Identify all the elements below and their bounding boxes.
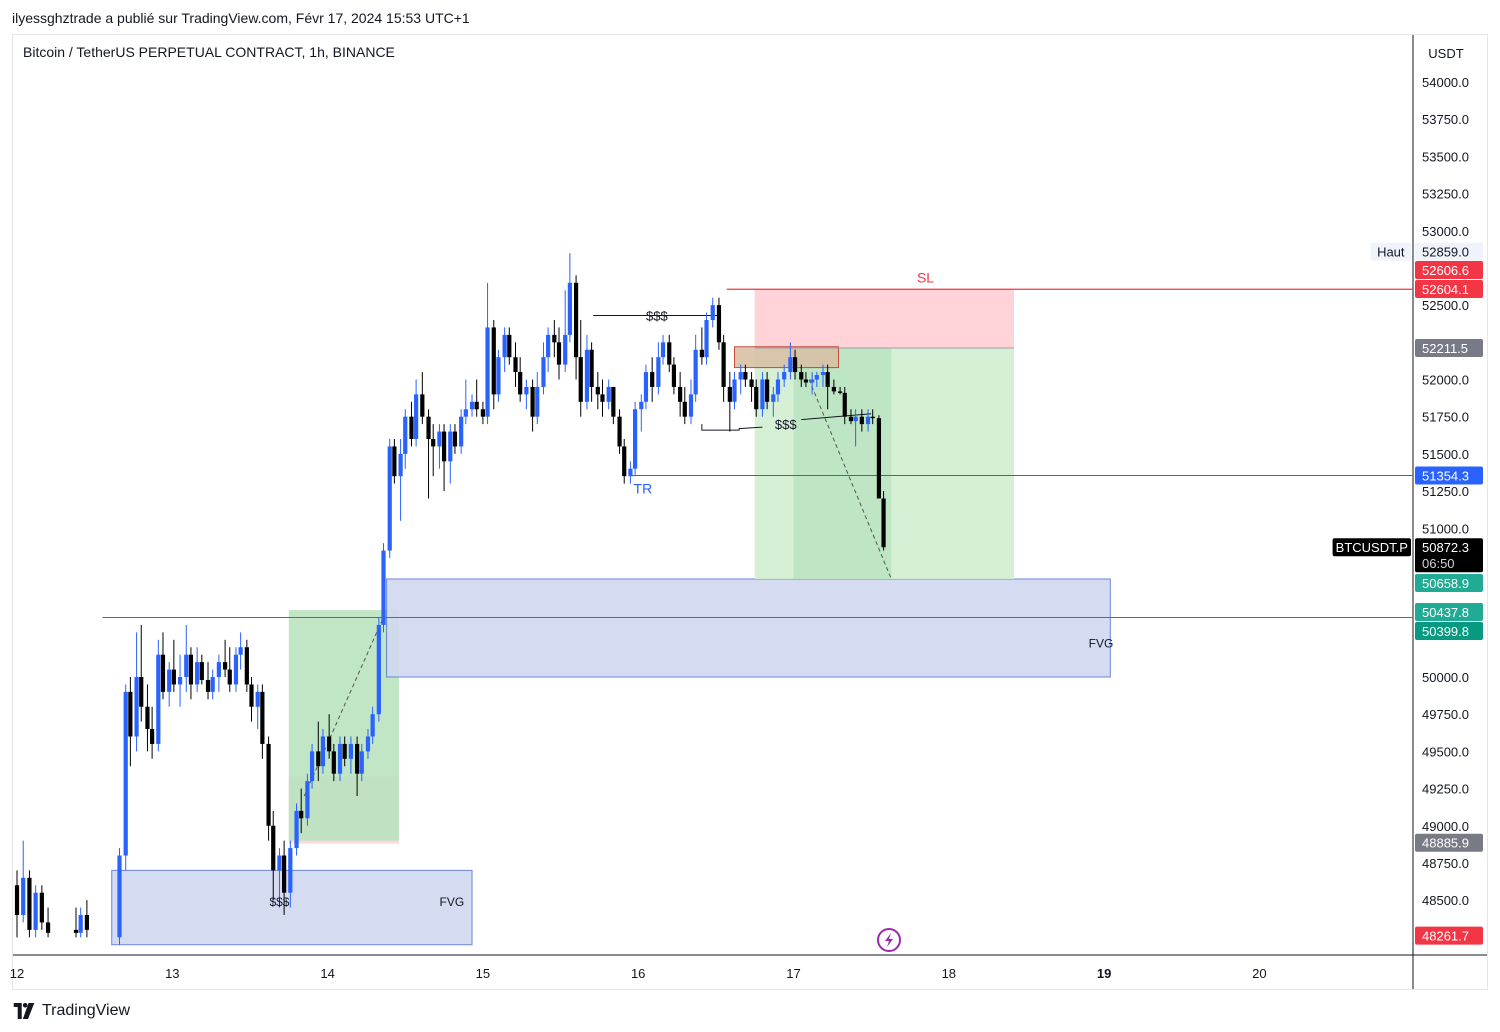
tradingview-logo-icon: [13, 1003, 35, 1019]
tradingview-brand[interactable]: TradingView: [12, 1002, 130, 1020]
symbol-title[interactable]: Bitcoin / TetherUS PERPETUAL CONTRACT, 1…: [23, 44, 395, 60]
publisher-line: ilyessghztrade a publié sur TradingView.…: [12, 10, 470, 26]
brand-name: TradingView: [42, 1002, 131, 1019]
chart-frame: [12, 34, 1488, 990]
